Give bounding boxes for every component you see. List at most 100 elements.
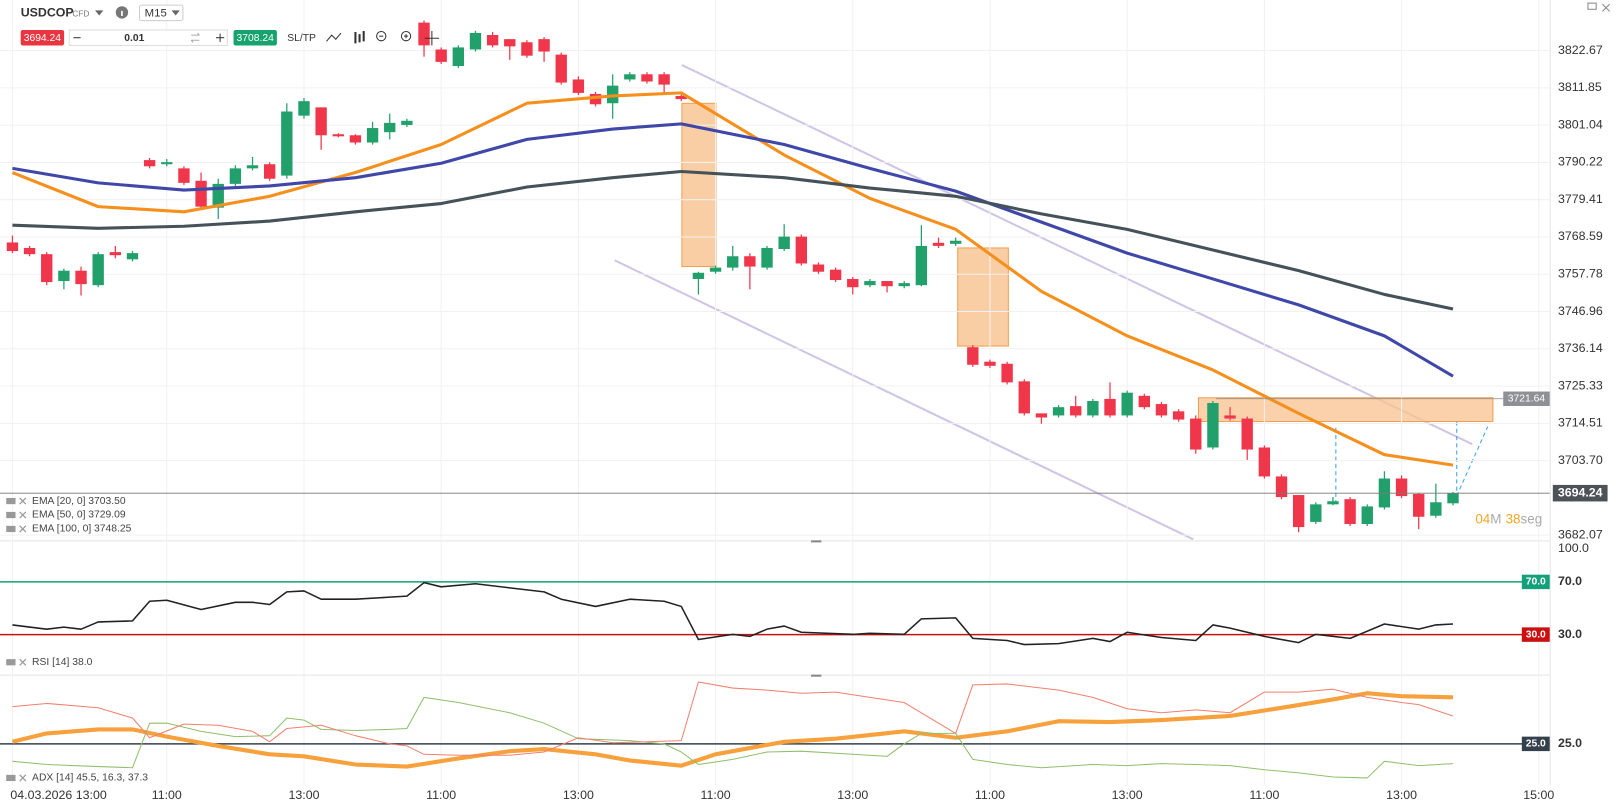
timeframe: M15: [145, 7, 167, 19]
countdown: 04M 38seg: [1475, 511, 1542, 526]
candle-body: [1224, 415, 1236, 419]
candle-body: [829, 269, 842, 281]
legend-remove-icon: [19, 497, 27, 505]
candle-body: [1258, 447, 1271, 477]
candle-body: [1310, 504, 1322, 522]
candle-body: [915, 245, 928, 286]
candle-body: [1155, 404, 1168, 416]
y-tick-label: 3811.85: [1558, 80, 1602, 94]
candle-body: [1018, 381, 1030, 414]
y-tick-label: 3725.33: [1558, 378, 1603, 392]
candle-body: [23, 247, 36, 255]
grid: [0, 0, 1550, 786]
close-icon[interactable]: [1602, 3, 1611, 12]
candle-body: [967, 347, 979, 365]
drawings: [614, 64, 1494, 541]
y-tick-label: 3746.96: [1558, 304, 1603, 318]
legend-icon: [6, 525, 16, 533]
legend-remove-icon: [19, 658, 27, 666]
candle-body: [58, 270, 70, 282]
legend-entry: ADX [14] 45.5, 16.3, 37.3: [32, 773, 148, 784]
y-tick-label: 100.0: [1558, 541, 1589, 555]
candle-body: [452, 47, 465, 67]
sltp-button[interactable]: SL/TP: [287, 33, 316, 44]
candle-body: [298, 101, 310, 116]
candle-body: [1035, 413, 1048, 418]
y-tick-label: 3682.07: [1558, 527, 1603, 541]
candle-body: [1430, 502, 1442, 516]
x-tick-label: 13:00: [837, 788, 868, 802]
y-tick-label: 3768.59: [1558, 229, 1603, 243]
buy-button[interactable]: [233, 29, 277, 46]
candle-body: [761, 247, 773, 268]
symbol-dropdown[interactable]: [95, 10, 104, 16]
toolbar: USDCOP CFD M15 3694.24 0.01 3708.24 SL/T…: [20, 2, 1611, 46]
swap-icon[interactable]: [190, 32, 200, 43]
last-price-label: 3694.24: [1558, 485, 1603, 499]
y-tick-label: 3736.14: [1558, 341, 1603, 355]
candle-body: [1327, 501, 1339, 505]
candle-body: [469, 32, 482, 50]
candle-body: [332, 134, 344, 137]
x-tick-label: 11:00: [152, 788, 182, 802]
candle-body: [658, 74, 670, 85]
candle-body: [349, 135, 362, 143]
y-tick-label: 3801.04: [1558, 117, 1603, 131]
candles-icon[interactable]: [354, 30, 365, 44]
crosshair-icon[interactable]: [424, 30, 440, 46]
candle-body: [161, 162, 173, 165]
candle-body: [744, 256, 756, 267]
indicator-line: [12, 696, 1454, 779]
candle-body: [263, 164, 276, 179]
x-tick-label: 13:00: [1386, 788, 1417, 802]
zoom-in-icon[interactable]: [400, 30, 412, 42]
x-tick-label: 13:00: [1112, 788, 1143, 802]
candle-body: [41, 254, 53, 283]
legend-entry: RSI [14] 38.0: [32, 657, 93, 668]
legend-remove-icon: [19, 774, 27, 782]
candle-body: [932, 242, 945, 246]
indicator-line: [12, 681, 1454, 756]
x-tick-label: 11:00: [1249, 788, 1279, 802]
x-tick-label: 11:00: [975, 788, 1005, 802]
candle-body: [864, 281, 876, 286]
candle-body: [178, 168, 190, 183]
sell-button[interactable]: [20, 29, 65, 46]
countdown-seconds: 38: [1506, 511, 1521, 526]
candle-body: [75, 270, 87, 285]
countdown-sec-unit: seg: [1521, 511, 1543, 526]
level-label: 30.0: [1526, 629, 1546, 640]
zoom-out-icon[interactable]: [376, 30, 387, 42]
line-chart-icon[interactable]: [326, 32, 342, 42]
legend-icon: [6, 774, 16, 782]
candle-body: [435, 49, 447, 62]
candle-body: [366, 128, 379, 143]
candle-body: [1275, 476, 1288, 498]
symbol[interactable]: USDCOP: [21, 6, 74, 20]
zone-label: 3721.64: [1508, 393, 1546, 404]
candle-body: [143, 160, 156, 167]
y-tick-label: 3779.41: [1558, 192, 1603, 206]
legend-entry: EMA [100, 0] 3748.25: [32, 524, 132, 535]
level-label-box: [1521, 627, 1550, 642]
candle-body: [1001, 363, 1013, 383]
y-tick-label: 3714.51: [1558, 416, 1603, 430]
indicator-line: [12, 169, 1454, 311]
quantity[interactable]: 0.01: [124, 33, 144, 44]
candle-body: [641, 74, 653, 82]
timeframe-box[interactable]: [138, 4, 184, 22]
y-tick-label: 70.0: [1558, 574, 1582, 588]
quantity-box[interactable]: [68, 29, 228, 46]
market: CFD: [72, 10, 89, 19]
candle-body: [1292, 495, 1305, 528]
candle-body: [692, 272, 705, 279]
candle-body: [847, 278, 859, 288]
minimize-icon[interactable]: [1587, 2, 1597, 10]
gap-box: [957, 247, 1009, 347]
indicator-line: [11, 691, 1454, 769]
candle-body: [1138, 395, 1150, 408]
candle-body: [1087, 400, 1099, 416]
